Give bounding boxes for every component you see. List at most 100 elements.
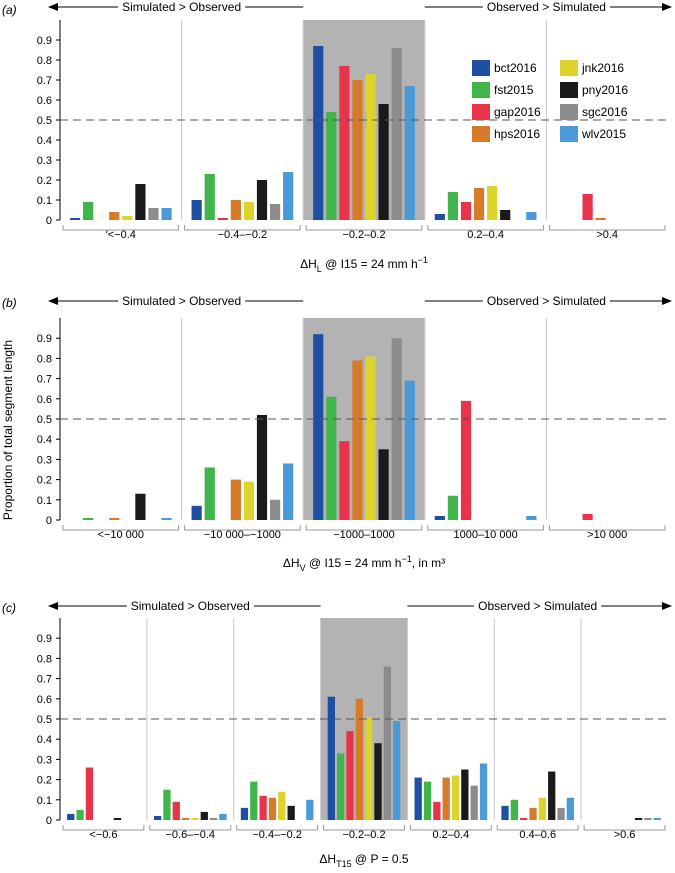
bar-pny2016	[200, 811, 208, 820]
y-tick-label: 0.6	[37, 694, 52, 706]
bar-bct2016	[327, 696, 335, 820]
x-axis-label: ΔHT15 @ P = 0.5	[319, 852, 409, 869]
category-bracket	[427, 525, 544, 531]
bar-jnk2016	[451, 775, 460, 820]
bar-bct2016	[434, 214, 445, 220]
bar-pny2016	[113, 817, 122, 820]
bar-bct2016	[313, 334, 324, 520]
legend-label-jnk2016: jnk2016	[581, 61, 624, 75]
category-label: <−10 000	[98, 529, 145, 541]
category-bracket	[548, 525, 666, 531]
category-bracket	[62, 225, 180, 231]
bar-bct2016	[240, 807, 249, 820]
bar-jnk2016	[538, 797, 547, 820]
bar-hps2016	[109, 212, 120, 220]
legend-label-bct2016: bct2016	[494, 61, 537, 75]
category-label: −10 000–−1000	[204, 529, 281, 541]
bar-sgc2016	[557, 807, 565, 820]
bar-wlv2015	[526, 212, 537, 220]
bar-hps2016	[230, 200, 241, 220]
bar-pny2016	[287, 805, 295, 820]
bar-hps2016	[355, 698, 363, 820]
y-tick-label: 0.3	[37, 454, 52, 466]
bar-bct2016	[313, 46, 324, 220]
category-bracket	[62, 525, 180, 531]
bar-hps2016	[352, 80, 363, 220]
bar-gap2016	[172, 801, 180, 820]
legend-label-pny2016: pny2016	[582, 83, 628, 97]
legend-swatch-gap2016	[472, 104, 490, 120]
arrow-right-head	[662, 297, 672, 305]
category-bracket	[409, 825, 492, 831]
y-tick-label: 0.4	[37, 734, 52, 746]
y-tick-label: 0.9	[37, 333, 52, 345]
category-bracket	[427, 225, 544, 231]
x-axis-label-superscript: −1	[418, 255, 428, 265]
arrow-left-head	[48, 602, 58, 610]
bar-jnk2016	[365, 716, 373, 820]
bar-jnk2016	[365, 356, 376, 520]
x-axis-label-subscript: L	[317, 264, 322, 274]
arrow-left-label: Simulated > Observed	[122, 294, 241, 308]
bar-pny2016	[256, 180, 268, 220]
bar-jnk2016	[365, 74, 376, 220]
bar-gap2016	[217, 218, 228, 220]
y-tick-label: 0.4	[37, 434, 52, 446]
category-label: >10 000	[587, 529, 627, 541]
arrow-left-label: Simulated > Observed	[131, 599, 250, 613]
category-bracket	[236, 825, 319, 831]
category-bracket	[496, 825, 579, 831]
bar-jnk2016	[122, 216, 133, 220]
arrow-right-label: Observed > Simulated	[487, 294, 606, 308]
x-axis-label-text: @ I15 = 24 mm h	[322, 257, 418, 271]
bar-fst2015	[163, 789, 171, 820]
bar-pny2016	[135, 184, 146, 220]
bar-jnk2016	[243, 481, 255, 520]
y-tick-label: 0.3	[37, 754, 52, 766]
bar-sgc2016	[391, 338, 402, 520]
x-axis-label-superscript: −1	[401, 554, 411, 564]
y-tick-label: 0.7	[37, 75, 52, 87]
y-tick-label: 0.8	[37, 653, 52, 665]
bar-wlv2015	[653, 817, 661, 820]
category-bracket	[548, 225, 666, 231]
y-tick-label: 0	[46, 515, 52, 527]
bar-wlv2015	[526, 515, 537, 520]
bar-hps2016	[268, 797, 277, 820]
y-tick-label: 0	[46, 215, 52, 227]
bar-bct2016	[67, 813, 75, 820]
y-tick-label: 0.9	[37, 633, 52, 645]
legend-swatch-hps2016	[472, 126, 490, 142]
y-tick-label: 0.9	[37, 35, 52, 47]
bar-pny2016	[634, 817, 643, 820]
x-axis-label-text: @ P = 0.5	[352, 852, 409, 866]
panel-c: 0 0.1 0.2 0.3 0.4 0.5 0.6 0.7 0.8 0.9 <−0.6 −0.6–−0…	[2, 599, 672, 869]
legend-swatch-pny2016	[560, 82, 578, 98]
panel-b: 0 0.1 0.2 0.3 0.4 0.5 0.6 0.7 0.8 0.9 <−10 000 −10 …	[2, 294, 672, 573]
bar-wlv2015	[283, 463, 294, 520]
arrow-right-head	[662, 3, 672, 11]
bar-hps2016	[230, 479, 241, 520]
bar-fst2015	[423, 781, 432, 820]
bar-fst2015	[447, 192, 459, 220]
bar-bct2016	[191, 505, 202, 520]
bar-wlv2015	[219, 813, 227, 820]
y-tick-label: 0.1	[37, 495, 52, 507]
y-tick-label: 0.7	[37, 674, 52, 686]
bar-wlv2015	[306, 799, 314, 820]
category-label: −1000–1000	[333, 529, 394, 541]
bar-fst2015	[447, 495, 459, 520]
bar-sgc2016	[269, 499, 281, 520]
bar-bct2016	[414, 777, 422, 820]
category-label: >0.4	[596, 229, 618, 241]
bar-fst2015	[510, 799, 519, 820]
y-tick-label: 0.3	[37, 155, 52, 167]
bar-wlv2015	[283, 172, 294, 220]
bar-gap2016	[520, 817, 528, 820]
category-label: −0.4–−0.2	[252, 829, 302, 841]
y-tick-label: 0	[46, 815, 52, 827]
bar-gap2016	[460, 400, 472, 520]
y-tick-label: 0.2	[37, 775, 52, 787]
x-axis-label-subscript: T15	[336, 859, 352, 869]
bar-gap2016	[85, 767, 94, 820]
